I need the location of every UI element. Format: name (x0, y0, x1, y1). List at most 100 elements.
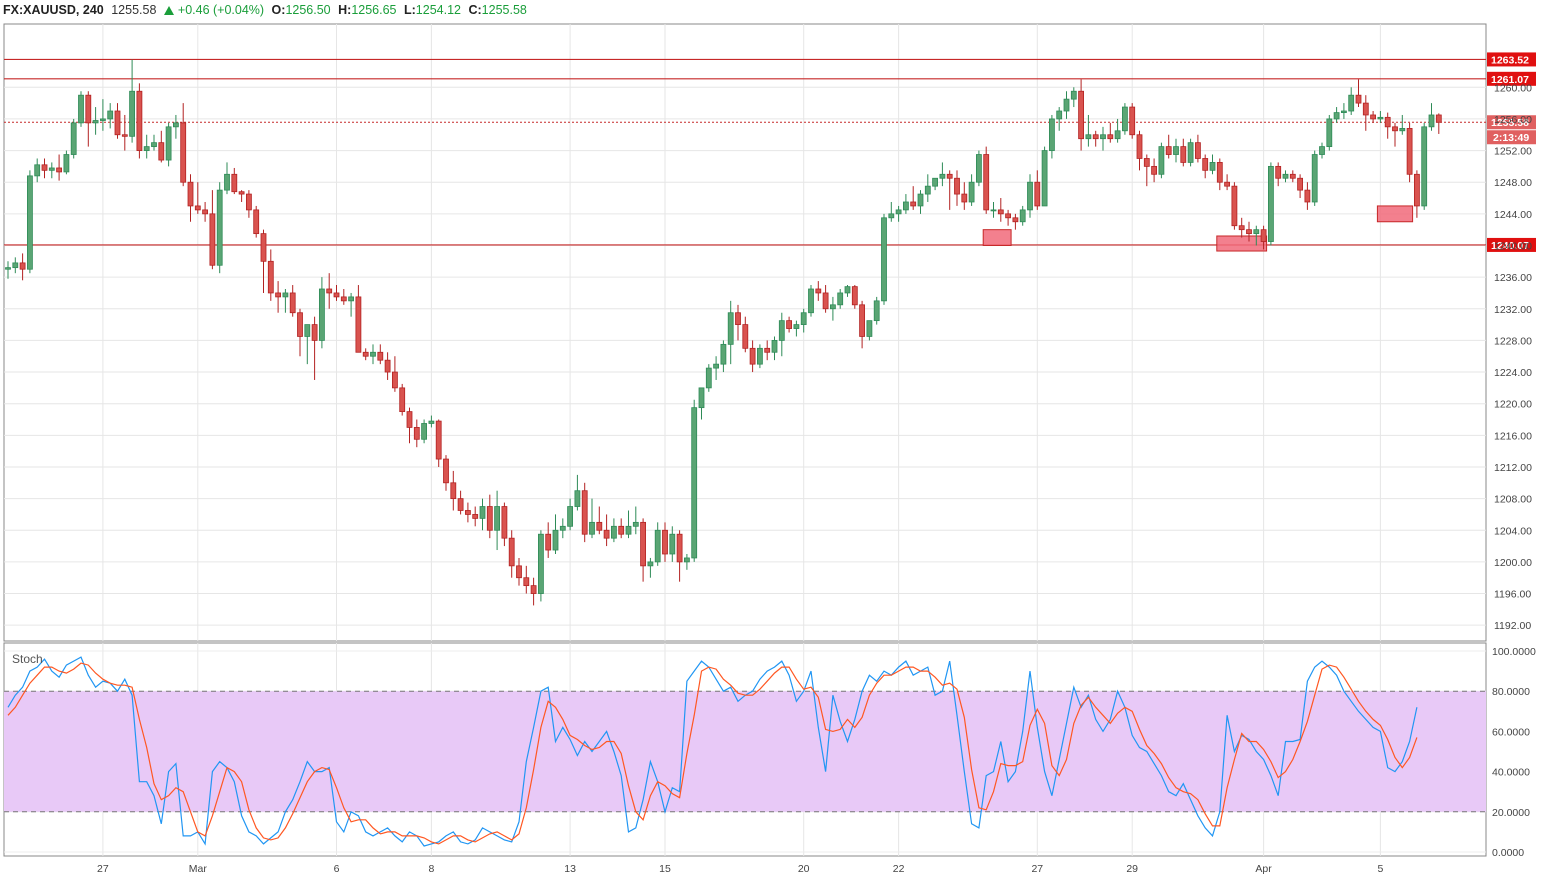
candle-body (245, 193, 252, 211)
candle-body (377, 351, 384, 361)
candle-body (275, 292, 282, 298)
candle-body (625, 525, 632, 535)
candle-body (48, 167, 55, 171)
candle-body (304, 324, 311, 337)
candle-body (216, 189, 223, 266)
candle-body (538, 533, 544, 594)
candle-body (151, 142, 157, 148)
candle-body (1289, 173, 1296, 179)
candle-body (895, 209, 902, 215)
candle-body (1348, 94, 1355, 112)
candle-body (873, 300, 880, 322)
candle-body (19, 262, 26, 270)
candle-body (662, 529, 668, 555)
candle-body (705, 367, 712, 389)
candle-body (1100, 134, 1106, 140)
candle-body (1129, 106, 1136, 136)
candle-body (647, 561, 654, 567)
candle-body (464, 510, 471, 515)
candle-body (1092, 134, 1099, 140)
candle-body (172, 122, 179, 128)
candle-body (143, 146, 150, 151)
last-price-tag (1487, 115, 1536, 130)
candle-body (1333, 112, 1340, 120)
candle-body (1341, 110, 1347, 113)
candle-body (326, 288, 333, 294)
candle-body (289, 292, 296, 314)
candle-body (735, 312, 741, 325)
candle-body (457, 498, 464, 511)
stoch-tick-label: 100.0000 (1492, 646, 1536, 658)
price-tick-label: 1236.00 (1494, 272, 1532, 284)
candle-body (209, 213, 216, 266)
countdown-tag (1487, 130, 1536, 145)
candle-body (1049, 118, 1055, 151)
candle-body (297, 312, 303, 337)
time-tick-label: 5 (1377, 863, 1383, 875)
candle-body (771, 340, 778, 353)
candle-body (311, 324, 318, 341)
candle-body (691, 407, 698, 559)
countdown-tag-text: 2:13:49 (1493, 132, 1529, 144)
candle-body (1362, 102, 1369, 116)
candle-body (1005, 213, 1011, 219)
candle-body (866, 320, 873, 337)
price-tick-label: 1204.00 (1494, 525, 1532, 537)
candle-body (391, 371, 398, 389)
candle-body (1019, 209, 1026, 223)
candle-body (618, 525, 625, 535)
candle-body (968, 181, 975, 203)
candle-body (1435, 114, 1442, 123)
candle-body (56, 167, 62, 173)
candle-body (611, 525, 617, 539)
open-value: 1256.50 (285, 3, 331, 17)
candle-body (1187, 142, 1194, 163)
candle-body (158, 142, 165, 161)
candle-body (333, 292, 340, 298)
candle-body (1297, 177, 1303, 191)
candle-body (545, 533, 552, 551)
candle-body (421, 423, 428, 440)
candle-body (428, 420, 435, 424)
candle-body (559, 525, 566, 531)
candle-body (63, 154, 70, 173)
candle-body (1180, 146, 1187, 163)
candle-body (1034, 181, 1041, 207)
candle-body (1399, 128, 1406, 132)
price-level-tag-text: 1261.07 (1491, 74, 1529, 86)
candle-body (822, 292, 829, 310)
candle-body (100, 118, 106, 121)
candle-body (1392, 126, 1398, 132)
price-level-tag (1487, 52, 1536, 67)
time-tick-label: Apr (1255, 863, 1272, 875)
time-tick-label: 29 (1126, 863, 1138, 875)
candle-body (1268, 165, 1274, 242)
candle-body (589, 521, 595, 535)
candle-body (530, 585, 537, 594)
candle-body (121, 134, 128, 137)
time-tick-label: 15 (659, 863, 671, 875)
candle-body (881, 217, 887, 302)
stoch-title: Stoch (12, 652, 43, 666)
candle-body (1370, 114, 1376, 120)
candle-body (1136, 134, 1143, 159)
price-tick-label: 1228.00 (1494, 335, 1532, 347)
candle-body (603, 529, 610, 539)
price-tick-label: 1224.00 (1494, 367, 1532, 379)
candle-body (1216, 162, 1223, 183)
stoch-tick-label: 80.0000 (1492, 686, 1530, 698)
candle-body (1319, 146, 1325, 155)
candle-body (1158, 146, 1165, 175)
candle-body (778, 320, 785, 341)
candle-body (830, 304, 836, 310)
candle-body (742, 324, 749, 349)
candle-body (698, 387, 705, 409)
price-tick-label: 1196.00 (1494, 589, 1531, 601)
time-tick-label: 8 (428, 863, 434, 875)
last-price-tag-text: 1255.58 (1491, 117, 1529, 129)
price-change: +0.46 (+0.04%) (177, 3, 265, 17)
candle-body (713, 363, 719, 369)
candle-body (1246, 229, 1252, 235)
candle-body (406, 411, 413, 428)
